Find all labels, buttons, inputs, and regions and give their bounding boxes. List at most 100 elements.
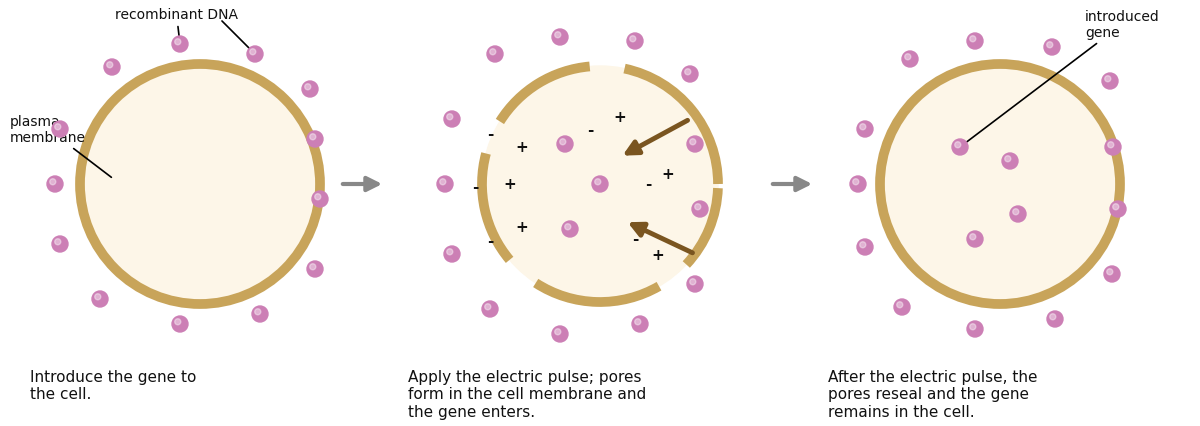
Circle shape	[967, 34, 983, 50]
Text: Introduce the gene to
the cell.: Introduce the gene to the cell.	[30, 369, 197, 401]
Text: +: +	[613, 110, 626, 125]
Circle shape	[80, 65, 320, 304]
Circle shape	[95, 294, 101, 300]
Circle shape	[55, 124, 61, 130]
Circle shape	[1010, 207, 1026, 222]
Circle shape	[1104, 266, 1120, 282]
Circle shape	[437, 177, 454, 193]
Circle shape	[595, 179, 601, 185]
Text: introduced
gene: introduced gene	[962, 10, 1159, 146]
Circle shape	[446, 249, 452, 255]
Text: +: +	[504, 177, 516, 192]
Circle shape	[307, 262, 323, 277]
Text: +: +	[516, 140, 528, 155]
Circle shape	[172, 37, 188, 53]
Circle shape	[310, 264, 316, 270]
Circle shape	[175, 319, 181, 325]
Circle shape	[55, 239, 61, 245]
Circle shape	[252, 306, 268, 322]
Circle shape	[554, 33, 560, 39]
Circle shape	[628, 34, 643, 50]
Circle shape	[52, 122, 68, 138]
Text: Apply the electric pulse; pores
form in the cell membrane and
the gene enters.: Apply the electric pulse; pores form in …	[408, 369, 647, 419]
Circle shape	[1108, 142, 1114, 148]
Circle shape	[490, 49, 496, 56]
Circle shape	[970, 37, 976, 43]
Circle shape	[902, 52, 918, 68]
Circle shape	[692, 201, 708, 218]
Circle shape	[307, 132, 323, 148]
Circle shape	[1112, 204, 1118, 210]
Text: -: -	[487, 234, 493, 249]
Circle shape	[880, 65, 1120, 304]
Text: -: -	[472, 180, 478, 195]
Circle shape	[107, 63, 113, 69]
Circle shape	[859, 242, 866, 248]
Circle shape	[1105, 77, 1111, 83]
Text: +: +	[652, 247, 665, 262]
Circle shape	[250, 49, 256, 56]
Circle shape	[446, 115, 452, 121]
Circle shape	[1004, 156, 1010, 162]
Circle shape	[695, 204, 701, 210]
Circle shape	[632, 316, 648, 332]
Circle shape	[485, 304, 491, 310]
Circle shape	[682, 67, 698, 83]
Circle shape	[690, 279, 696, 285]
Circle shape	[92, 291, 108, 307]
Circle shape	[565, 224, 571, 230]
Circle shape	[487, 47, 503, 63]
Circle shape	[1102, 74, 1118, 90]
Text: +: +	[516, 220, 528, 235]
Circle shape	[310, 135, 316, 141]
Circle shape	[896, 302, 902, 308]
Circle shape	[894, 299, 910, 315]
Circle shape	[552, 326, 568, 342]
Circle shape	[857, 122, 874, 138]
Circle shape	[1106, 269, 1112, 275]
Circle shape	[686, 137, 703, 153]
Circle shape	[254, 309, 260, 315]
Circle shape	[1044, 40, 1060, 56]
Circle shape	[312, 192, 328, 207]
Circle shape	[1046, 311, 1063, 327]
Circle shape	[49, 179, 55, 185]
Circle shape	[850, 177, 866, 193]
Circle shape	[1002, 154, 1018, 170]
Circle shape	[47, 177, 64, 193]
Circle shape	[1050, 314, 1056, 320]
Circle shape	[630, 37, 636, 43]
Circle shape	[1105, 140, 1121, 155]
Circle shape	[967, 231, 983, 248]
Circle shape	[247, 47, 263, 63]
Circle shape	[853, 179, 859, 185]
Circle shape	[1046, 43, 1052, 49]
Circle shape	[970, 324, 976, 330]
Circle shape	[857, 239, 874, 256]
Circle shape	[482, 67, 718, 302]
Circle shape	[635, 319, 641, 325]
Circle shape	[1013, 209, 1019, 215]
Circle shape	[952, 140, 968, 155]
Circle shape	[686, 276, 703, 292]
Text: plasma
membrane: plasma membrane	[10, 115, 112, 178]
Text: -: -	[487, 127, 493, 142]
Circle shape	[690, 139, 696, 145]
Circle shape	[905, 55, 911, 60]
Circle shape	[302, 82, 318, 98]
Circle shape	[859, 124, 866, 130]
Text: -: -	[644, 177, 652, 192]
Circle shape	[554, 329, 560, 335]
Circle shape	[444, 246, 460, 262]
Circle shape	[1110, 201, 1126, 218]
Circle shape	[559, 139, 566, 145]
Circle shape	[52, 236, 68, 253]
Circle shape	[955, 142, 961, 148]
Text: -: -	[632, 232, 638, 247]
Circle shape	[967, 321, 983, 337]
Circle shape	[685, 69, 691, 76]
Circle shape	[592, 177, 608, 193]
Text: recombinant DNA: recombinant DNA	[115, 8, 238, 42]
Circle shape	[314, 194, 320, 200]
Circle shape	[175, 40, 181, 46]
